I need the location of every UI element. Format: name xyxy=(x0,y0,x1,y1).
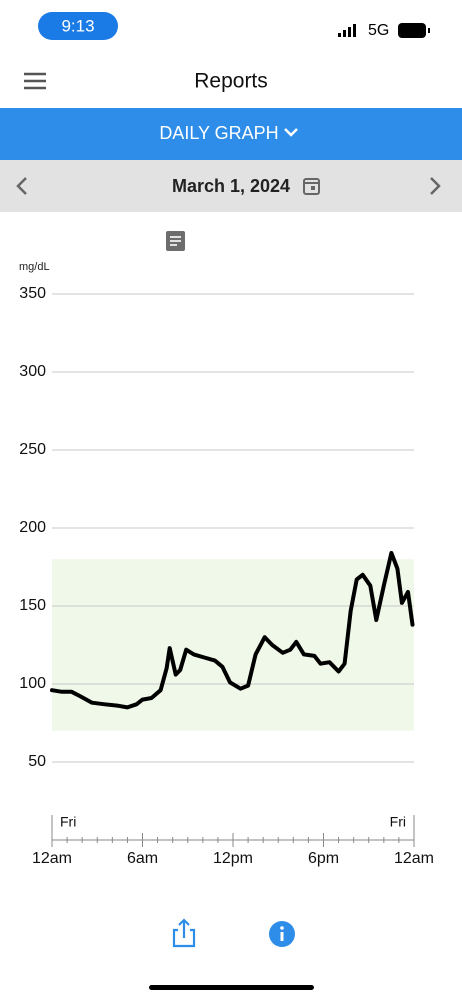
info-button[interactable] xyxy=(269,921,295,947)
calendar-button[interactable] xyxy=(303,178,320,195)
menu-button[interactable] xyxy=(24,72,46,90)
share-button[interactable] xyxy=(172,918,196,948)
y-tick-label: 150 xyxy=(19,597,46,614)
chart: 50 100 150 200 250 300 350 12am 6am 12pm 6pm 12am Fr… xyxy=(19,285,434,867)
page-title: Reports xyxy=(194,70,268,93)
y-tick-label: 350 xyxy=(19,285,46,302)
glucose-line xyxy=(50,551,415,710)
time-pill xyxy=(38,12,118,40)
home-indicator xyxy=(149,985,314,990)
y-tick-label: 250 xyxy=(19,441,46,458)
x-tick-label: 12am xyxy=(394,850,434,867)
next-day-button[interactable] xyxy=(430,177,441,195)
date-label: March 1, 2024 xyxy=(172,176,290,196)
date-bar xyxy=(0,160,462,212)
y-tick-label: 50 xyxy=(28,753,46,770)
status-time: 9:13 xyxy=(61,16,94,35)
y-unit: mg/dL xyxy=(19,261,50,273)
view-label: DAILY GRAPH xyxy=(159,123,278,143)
battery-icon xyxy=(398,23,430,38)
y-tick-label: 300 xyxy=(19,363,46,380)
day-label: Fri xyxy=(60,814,76,830)
view-bar xyxy=(0,108,462,160)
notes-button[interactable] xyxy=(166,231,185,251)
signal-icon xyxy=(338,24,356,37)
x-tick-label: 12am xyxy=(32,850,72,867)
x-tick-label: 6pm xyxy=(308,850,339,867)
x-tick-label: 6am xyxy=(127,850,158,867)
view-selector[interactable]: DAILY GRAPH xyxy=(159,123,298,143)
day-label: Fri xyxy=(390,814,406,830)
dropdown-chevron xyxy=(284,128,298,137)
y-tick-label: 200 xyxy=(19,519,46,536)
y-tick-label: 100 xyxy=(19,675,46,692)
prev-day-button[interactable] xyxy=(16,177,27,195)
status-network: 5G xyxy=(368,22,389,39)
x-tick-label: 12pm xyxy=(213,850,253,867)
